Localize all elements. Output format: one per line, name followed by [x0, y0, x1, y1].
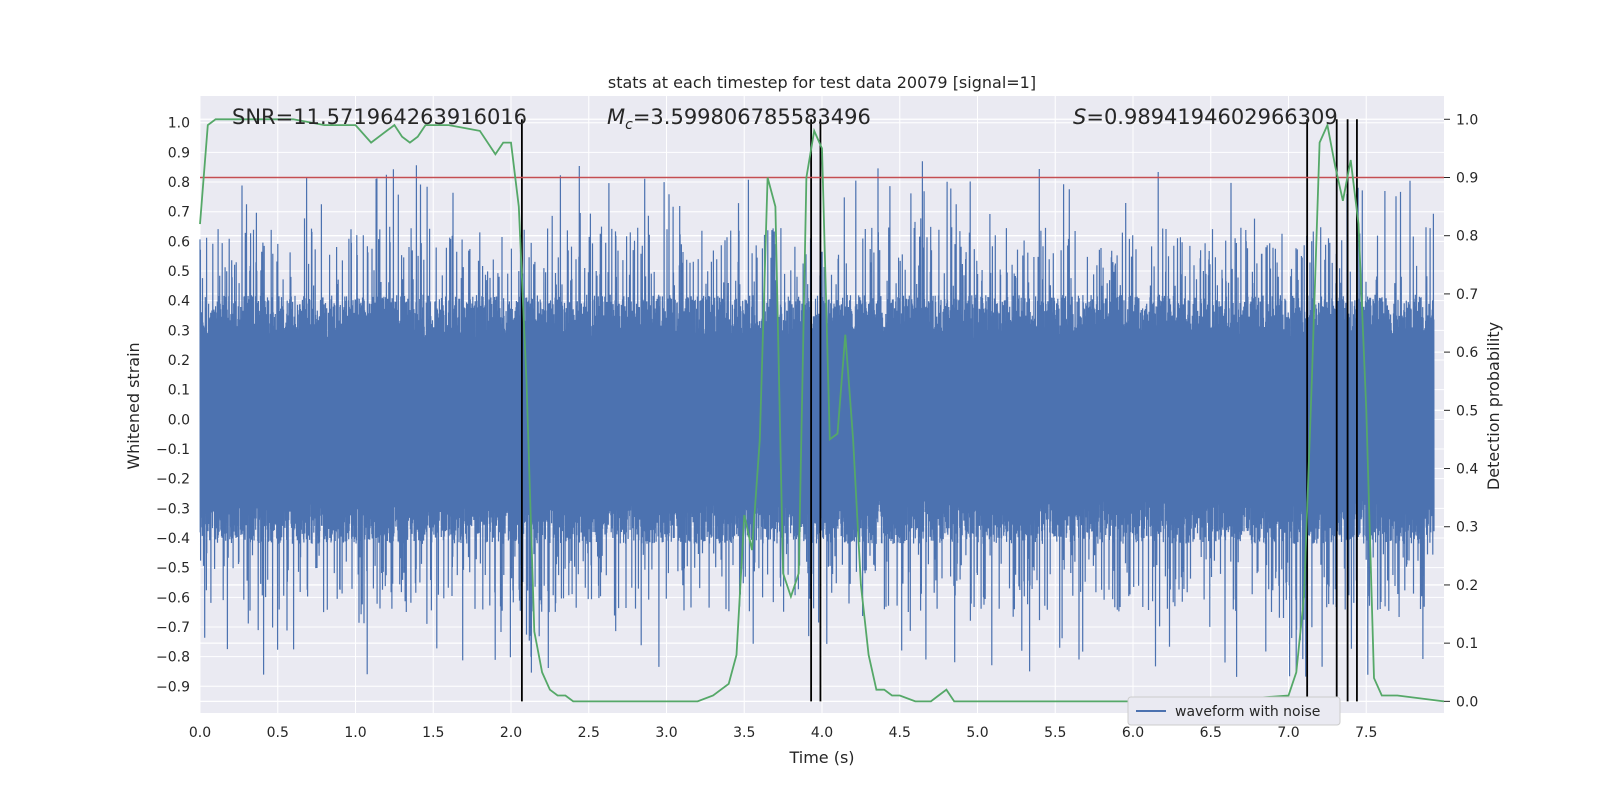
x-tick-label: 4.0 [811, 725, 833, 741]
y-tick-label: 0.7 [168, 205, 190, 221]
y2-tick-label: 0.4 [1456, 462, 1478, 478]
x-tick-label: 5.0 [966, 725, 988, 741]
x-axis-ticks: 0.0 0.5 1.0 1.5 2.0 2.5 3.0 3.5 4.0 4.5 5.0 5.5 6.0 6… [189, 725, 1378, 741]
x-tick-label: 5.5 [1044, 725, 1066, 741]
y-axis-label: Whitened strain [124, 342, 143, 469]
waveform-line [199, 161, 1435, 677]
chirp-mass-subscript: c [625, 117, 633, 133]
y-tick-label: −0.8 [156, 650, 190, 666]
y-tick-label: −0.6 [156, 590, 190, 606]
chirp-mass-value: =3.599806785583496 [633, 105, 871, 129]
y2-tick-label: 1.0 [1456, 112, 1478, 128]
snr-annotation: SNR=11.571964263916016 [232, 105, 527, 129]
y-axis-ticks: −0.9 −0.8 −0.7 −0.6 −0.5 −0.4 −0.3 −0.2 −0.1 0.0 0… [156, 116, 190, 696]
y-tick-label: 0.6 [168, 234, 190, 250]
y-tick-label: −0.4 [156, 531, 190, 547]
y-tick-label: −0.9 [156, 679, 190, 695]
legend-box [1127, 696, 1341, 726]
y2-tick-label: 0.7 [1456, 287, 1478, 303]
y-tick-label: −0.5 [156, 561, 190, 577]
x-tick-label: 0.5 [267, 725, 289, 741]
y2-tick-label: 0.3 [1456, 520, 1478, 536]
y-tick-label: −0.2 [156, 472, 190, 488]
y2-tick-label: 0.0 [1456, 694, 1478, 710]
detection-markers [520, 119, 1358, 702]
x-tick-label: 4.5 [889, 725, 911, 741]
x-axis-label: Time (s) [788, 748, 854, 767]
y-tick-label: 0.5 [168, 264, 190, 280]
x-tick-label: 0.0 [189, 725, 211, 741]
x-tick-label: 2.0 [500, 725, 522, 741]
y2-tick-label: 0.9 [1456, 170, 1478, 186]
x-tick-label: 1.5 [422, 725, 444, 741]
y-tick-label: 0.9 [168, 145, 190, 161]
x-tick-label: 6.0 [1122, 725, 1144, 741]
x-tick-label: 3.5 [733, 725, 755, 741]
y2-tick-label: 0.6 [1456, 345, 1478, 361]
y2-axis-ticks: 0.0 0.1 0.2 0.3 0.4 0.5 0.6 0.7 0.8 0.9 1.0 [1444, 112, 1478, 710]
y-tick-label: 1.0 [168, 116, 190, 132]
x-tick-label: 7.0 [1277, 725, 1299, 741]
y-tick-label: 0.2 [168, 353, 190, 369]
y-tick-label: 0.1 [168, 383, 190, 399]
chirp-mass-symbol: M [607, 105, 625, 129]
s-value: =0.9894194602966309 [1086, 105, 1337, 129]
y-tick-label: 0.4 [168, 294, 190, 310]
s-symbol: S [1073, 105, 1086, 129]
x-tick-label: 7.5 [1355, 725, 1377, 741]
chirp-mass-annotation: Mc=3.599806785583496 [607, 105, 871, 133]
legend-label-waveform: waveform with noise [1175, 704, 1320, 720]
waveform-series [199, 161, 1435, 677]
legend: waveform with noise [1127, 696, 1341, 726]
y-tick-label: −0.1 [156, 442, 190, 458]
y-tick-label: 0.8 [168, 175, 190, 191]
x-tick-label: 2.5 [578, 725, 600, 741]
y-tick-label: 0.0 [168, 412, 190, 428]
x-tick-label: 6.5 [1200, 725, 1222, 741]
detection-probability-series [199, 118, 1445, 703]
y-tick-label: 0.3 [168, 323, 190, 339]
y2-tick-label: 0.1 [1456, 636, 1478, 652]
y2-tick-label: 0.2 [1456, 578, 1478, 594]
x-tick-label: 3.0 [655, 725, 677, 741]
y2-tick-label: 0.5 [1456, 403, 1478, 419]
y2-tick-label: 0.8 [1456, 229, 1478, 245]
s-annotation: S=0.9894194602966309 [1073, 105, 1338, 129]
chart-title: stats at each timestep for test data 200… [608, 73, 1036, 92]
x-tick-label: 1.0 [344, 725, 366, 741]
probability-line [199, 118, 1445, 703]
y2-axis-label: Detection probability [1484, 322, 1503, 490]
y-tick-label: −0.3 [156, 501, 190, 517]
y-tick-label: −0.7 [156, 620, 190, 636]
